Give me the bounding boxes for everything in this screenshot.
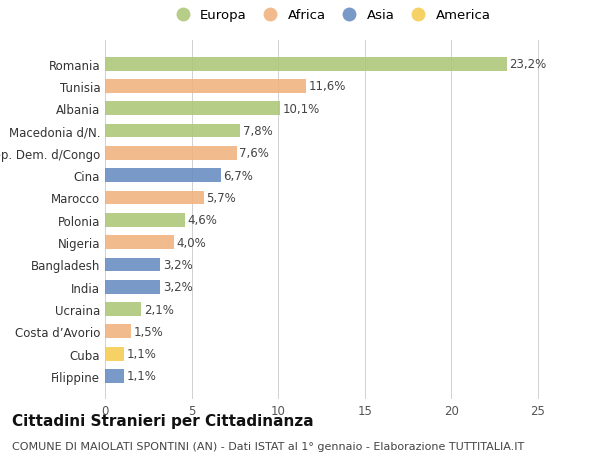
Text: 3,2%: 3,2% bbox=[163, 258, 193, 271]
Text: 1,1%: 1,1% bbox=[127, 369, 157, 383]
Text: 1,1%: 1,1% bbox=[127, 347, 157, 360]
Bar bbox=[105, 213, 185, 227]
Bar bbox=[105, 102, 280, 116]
Text: 6,7%: 6,7% bbox=[224, 169, 253, 182]
Text: 10,1%: 10,1% bbox=[283, 102, 320, 116]
Text: 11,6%: 11,6% bbox=[308, 80, 346, 93]
Text: 4,0%: 4,0% bbox=[177, 236, 206, 249]
Bar bbox=[105, 258, 160, 272]
Text: 7,6%: 7,6% bbox=[239, 147, 269, 160]
Text: 4,6%: 4,6% bbox=[187, 214, 217, 227]
Text: 1,5%: 1,5% bbox=[134, 325, 163, 338]
Text: Cittadini Stranieri per Cittadinanza: Cittadini Stranieri per Cittadinanza bbox=[12, 413, 314, 428]
Text: COMUNE DI MAIOLATI SPONTINI (AN) - Dati ISTAT al 1° gennaio - Elaborazione TUTTI: COMUNE DI MAIOLATI SPONTINI (AN) - Dati … bbox=[12, 441, 524, 451]
Bar bbox=[105, 80, 306, 94]
Bar bbox=[105, 124, 240, 138]
Bar bbox=[105, 57, 506, 72]
Text: 5,7%: 5,7% bbox=[206, 191, 236, 205]
Bar bbox=[105, 191, 203, 205]
Bar bbox=[105, 369, 124, 383]
Bar bbox=[105, 325, 131, 339]
Legend: Europa, Africa, Asia, America: Europa, Africa, Asia, America bbox=[164, 4, 496, 28]
Text: 7,8%: 7,8% bbox=[242, 125, 272, 138]
Text: 23,2%: 23,2% bbox=[509, 58, 547, 71]
Bar bbox=[105, 169, 221, 183]
Text: 2,1%: 2,1% bbox=[144, 303, 174, 316]
Bar bbox=[105, 302, 142, 316]
Bar bbox=[105, 347, 124, 361]
Bar bbox=[105, 280, 160, 294]
Bar bbox=[105, 235, 174, 250]
Bar bbox=[105, 146, 236, 161]
Text: 3,2%: 3,2% bbox=[163, 280, 193, 294]
